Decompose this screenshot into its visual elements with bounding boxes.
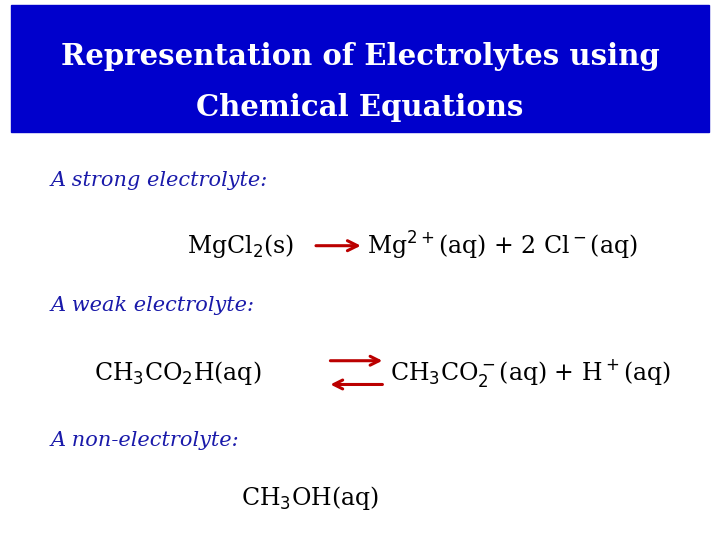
Text: Mg$^{2+}$(aq) + 2 Cl$^-$(aq): Mg$^{2+}$(aq) + 2 Cl$^-$(aq): [367, 230, 638, 262]
Text: A non-electrolyte:: A non-electrolyte:: [50, 430, 239, 450]
Text: CH$_3$OH(aq): CH$_3$OH(aq): [240, 484, 379, 512]
Text: A weak electrolyte:: A weak electrolyte:: [50, 295, 254, 315]
Text: CH$_3$CO$_2^-$(aq) + H$^+$(aq): CH$_3$CO$_2^-$(aq) + H$^+$(aq): [390, 356, 671, 389]
FancyBboxPatch shape: [11, 5, 709, 132]
Text: MgCl$_2$(s): MgCl$_2$(s): [187, 232, 294, 260]
Text: Representation of Electrolytes using: Representation of Electrolytes using: [60, 42, 660, 71]
Text: Chemical Equations: Chemical Equations: [197, 93, 523, 123]
Text: A strong electrolyte:: A strong electrolyte:: [50, 171, 268, 191]
Text: CH$_3$CO$_2$H(aq): CH$_3$CO$_2$H(aq): [94, 359, 261, 387]
